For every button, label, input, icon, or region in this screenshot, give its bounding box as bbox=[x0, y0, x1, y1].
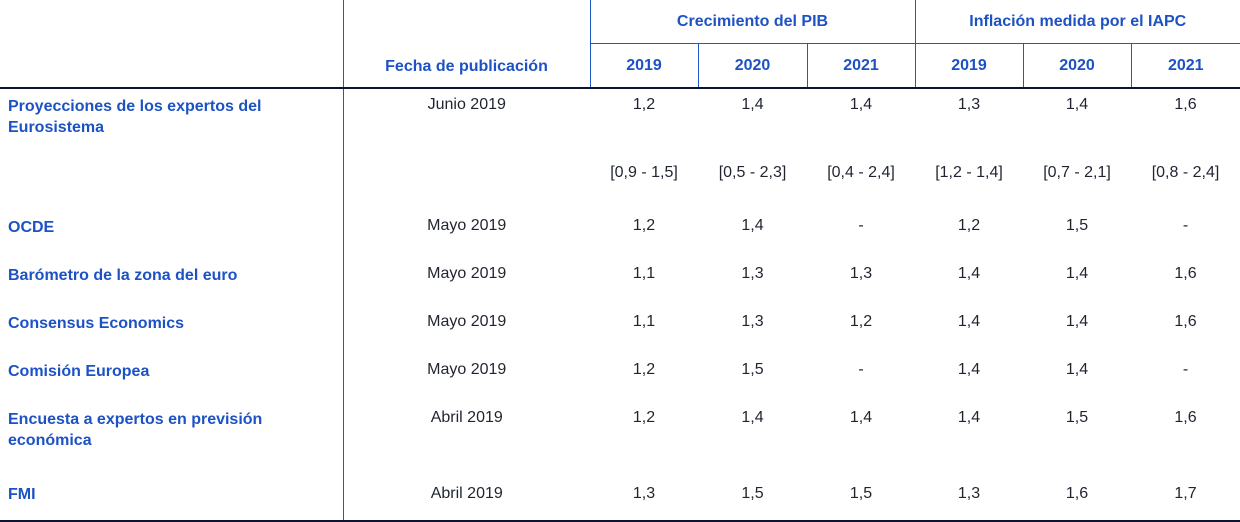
gdp-2021-value: 1,4 bbox=[849, 409, 873, 426]
range-value: [0,5 - 2,3] bbox=[718, 164, 787, 181]
gdp-2019-value: 1,3 bbox=[590, 477, 698, 522]
gdp-2021-value: 1,2 bbox=[849, 313, 873, 330]
hicp-2021-value: - bbox=[1182, 217, 1189, 234]
hicp-2021-value: 1,6 bbox=[1174, 265, 1197, 282]
point-value: 1,6 bbox=[1174, 96, 1197, 113]
hicp-2020-value: 1,6 bbox=[1023, 477, 1131, 522]
gdp-2019-value: 1,2 bbox=[632, 409, 656, 426]
hicp-2021-value: 1,6 [0,8 - 2,4] bbox=[1131, 88, 1240, 210]
table-row-barometro: Barómetro de la zona del euro Mayo 2019 … bbox=[0, 258, 1240, 306]
header-row-groups: Fecha de publicación Crecimiento del PIB… bbox=[0, 0, 1240, 89]
hicp-2020-value: 1,4 bbox=[1065, 361, 1089, 378]
hicp-2019-value: 1,4 bbox=[957, 313, 981, 330]
gdp-2020-value: 1,3 bbox=[741, 313, 764, 330]
gdp-2021-value: - bbox=[858, 361, 864, 378]
range-value: [0,9 - 1,5] bbox=[610, 164, 678, 181]
gdp-group-header: Crecimiento del PIB bbox=[590, 0, 916, 44]
hicp-group-header: Inflación medida por el IAPC bbox=[915, 0, 1240, 44]
gdp-2019-value: 1,2 [0,9 - 1,5] bbox=[590, 88, 698, 210]
hicp-2020-value: 1,5 bbox=[1065, 409, 1089, 426]
hicp-2019-value: 1,3 [1,2 - 1,4] bbox=[915, 88, 1023, 210]
row-label: Comisión Europea bbox=[0, 354, 344, 402]
publication-date-header: Fecha de publicación bbox=[343, 0, 591, 89]
publication-date: Mayo 2019 bbox=[427, 217, 507, 234]
point-value: 1,4 bbox=[849, 96, 873, 113]
publication-date: Junio 2019 bbox=[427, 96, 506, 113]
table-row-consensus: Consensus Economics Mayo 2019 1,1 1,3 1,… bbox=[0, 306, 1240, 354]
gdp-2021-value: 1,5 bbox=[807, 477, 915, 522]
header-row-years: 2019 2020 2021 2019 2020 2021 bbox=[0, 43, 1240, 89]
point-value: 1,2 bbox=[632, 96, 656, 113]
publication-date: Abril 2019 bbox=[430, 409, 503, 426]
gdp-2019-value: 1,1 bbox=[632, 313, 656, 330]
hicp-2020-value: 1,4 bbox=[1065, 313, 1089, 330]
gdp-2019-value: 1,1 bbox=[632, 265, 656, 282]
gdp-2020-value: 1,4 bbox=[741, 217, 764, 234]
publication-date: Mayo 2019 bbox=[427, 313, 507, 330]
hicp-year-2019-header: 2019 bbox=[915, 43, 1023, 89]
point-value: 1,3 bbox=[957, 96, 981, 113]
hicp-year-2020-header: 2020 bbox=[1022, 43, 1131, 89]
point-value: 1,4 bbox=[741, 96, 764, 113]
gdp-2021-value: 1,3 bbox=[849, 265, 873, 282]
gdp-year-2020-header: 2020 bbox=[697, 43, 807, 89]
hicp-2021-value: - bbox=[1182, 361, 1189, 378]
publication-date: Mayo 2019 bbox=[427, 265, 507, 282]
gdp-2020-value: 1,5 bbox=[698, 477, 807, 522]
hicp-2020-value: 1,4 [0,7 - 2,1] bbox=[1023, 88, 1131, 210]
gdp-year-2021-header: 2021 bbox=[806, 43, 916, 89]
row-label: FMI bbox=[0, 477, 344, 522]
gdp-year-2019-header: 2019 bbox=[590, 43, 698, 89]
hicp-2021-value: 1,6 bbox=[1174, 409, 1197, 426]
gdp-2020-value: 1,4 bbox=[741, 409, 764, 426]
hicp-2019-value: 1,4 bbox=[957, 409, 981, 426]
hicp-year-2021-header: 2021 bbox=[1130, 43, 1240, 89]
hicp-2021-value: 1,6 bbox=[1174, 313, 1197, 330]
table-row-fmi: FMI Abril 2019 1,3 1,5 1,5 1,3 1,6 1,7 bbox=[0, 477, 1240, 522]
hicp-2019-value: 1,4 bbox=[957, 265, 981, 282]
row-label: Consensus Economics bbox=[0, 306, 344, 354]
gdp-2019-value: 1,2 bbox=[632, 217, 656, 234]
hicp-2021-value: 1,7 bbox=[1131, 477, 1240, 522]
gdp-2020-value: 1,3 bbox=[741, 265, 764, 282]
gdp-2021-value: - bbox=[858, 217, 864, 234]
point-value: 1,4 bbox=[1065, 96, 1089, 113]
table-row-encuesta: Encuesta a expertos en previsión económi… bbox=[0, 402, 1240, 477]
table-row-eurosistema: Proyecciones de los expertos del Eurosis… bbox=[0, 88, 1240, 210]
gdp-2020-value: 1,5 bbox=[741, 361, 764, 378]
corner-cell bbox=[0, 0, 344, 89]
hicp-2020-value: 1,4 bbox=[1065, 265, 1089, 282]
range-value: [0,4 - 2,4] bbox=[827, 164, 895, 181]
hicp-2019-value: 1,2 bbox=[957, 217, 981, 234]
gdp-2020-value: 1,4 [0,5 - 2,3] bbox=[698, 88, 807, 210]
publication-date: Abril 2019 bbox=[343, 477, 590, 522]
row-label: OCDE bbox=[0, 210, 344, 258]
gdp-2021-value: 1,4 [0,4 - 2,4] bbox=[807, 88, 915, 210]
range-value: [0,8 - 2,4] bbox=[1151, 164, 1220, 181]
row-label: Proyecciones de los expertos del Eurosis… bbox=[0, 88, 344, 210]
gdp-2019-value: 1,2 bbox=[632, 361, 656, 378]
hicp-2019-value: 1,4 bbox=[957, 361, 981, 378]
publication-date: Mayo 2019 bbox=[427, 361, 507, 378]
hicp-2019-value: 1,3 bbox=[915, 477, 1023, 522]
range-value: [1,2 - 1,4] bbox=[935, 164, 1003, 181]
range-value: [0,7 - 2,1] bbox=[1043, 164, 1111, 181]
hicp-2020-value: 1,5 bbox=[1065, 217, 1089, 234]
table-row-comision: Comisión Europea Mayo 2019 1,2 1,5 - 1,4… bbox=[0, 354, 1240, 402]
table-row-ocde: OCDE Mayo 2019 1,2 1,4 - 1,2 1,5 - bbox=[0, 210, 1240, 258]
row-label: Barómetro de la zona del euro bbox=[0, 258, 344, 306]
row-label: Encuesta a expertos en previsión económi… bbox=[0, 402, 344, 477]
